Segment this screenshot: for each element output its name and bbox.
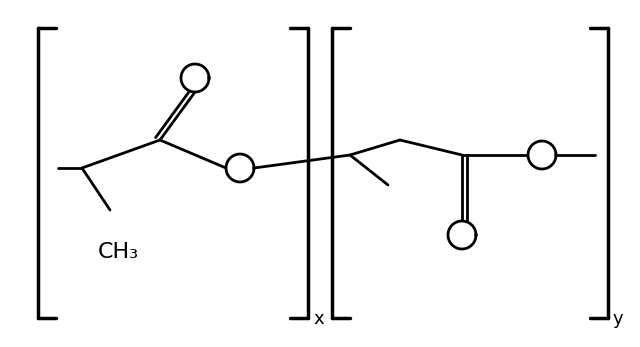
Text: x: x (313, 310, 324, 328)
Polygon shape (181, 64, 209, 92)
Text: y: y (613, 310, 623, 328)
Polygon shape (226, 154, 254, 182)
Polygon shape (448, 221, 476, 249)
Polygon shape (528, 141, 556, 169)
Text: CH₃: CH₃ (97, 242, 139, 262)
